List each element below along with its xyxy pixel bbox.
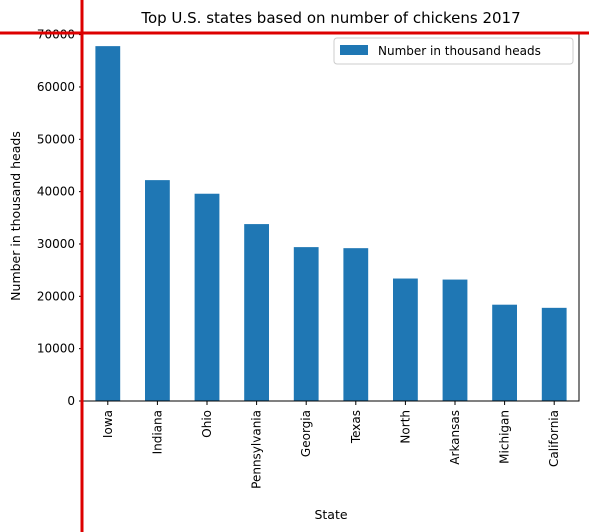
legend-frame xyxy=(333,37,574,65)
legend: Number in thousand heads xyxy=(333,37,574,65)
bar-georgia xyxy=(293,247,319,401)
x-tick-label: Indiana xyxy=(150,410,164,454)
x-axis-ticks: Iowa Indiana Ohio Pennsylvania Georgia Texas N… xyxy=(101,401,561,489)
bar-arkansas xyxy=(442,279,468,401)
x-tick-label: Pennsylvania xyxy=(250,410,264,489)
bar-north xyxy=(393,278,418,401)
x-tick-label: Ohio xyxy=(200,410,214,438)
y-tick-label: 30000 xyxy=(37,237,75,251)
chart-title: Top U.S. states based on number of chick… xyxy=(140,9,520,27)
bars xyxy=(95,46,567,401)
legend-swatch xyxy=(340,45,368,55)
y-tick-label: 70000 xyxy=(37,28,75,42)
x-tick-label: Texas xyxy=(349,410,363,444)
x-tick-label: Michigan xyxy=(498,410,512,464)
bar-california xyxy=(541,307,567,401)
y-axis-ticks: 0 10000 20000 30000 40000 50000 60000 70000 xyxy=(37,28,83,408)
bar-iowa xyxy=(95,46,121,401)
y-tick-label: 50000 xyxy=(37,132,75,146)
y-tick-label: 40000 xyxy=(37,185,75,199)
y-tick-label: 20000 xyxy=(37,289,75,303)
x-tick-label: Iowa xyxy=(101,410,115,438)
bar-michigan xyxy=(492,304,517,401)
bar-texas xyxy=(343,248,369,401)
x-tick-label: Arkansas xyxy=(448,410,462,465)
legend-label: Number in thousand heads xyxy=(378,44,541,58)
x-tick-label: California xyxy=(547,410,561,467)
y-tick-label: 10000 xyxy=(37,342,75,356)
y-tick-label: 60000 xyxy=(37,80,75,94)
y-axis-label: Number in thousand heads xyxy=(8,131,23,301)
bar-ohio xyxy=(194,193,220,401)
bar-indiana xyxy=(145,180,170,401)
x-tick-label: North xyxy=(398,410,412,444)
x-tick-label: Georgia xyxy=(299,410,313,457)
y-tick-label: 0 xyxy=(67,394,75,408)
bar-pennsylvania xyxy=(244,224,269,401)
x-axis-label: State xyxy=(314,507,347,522)
